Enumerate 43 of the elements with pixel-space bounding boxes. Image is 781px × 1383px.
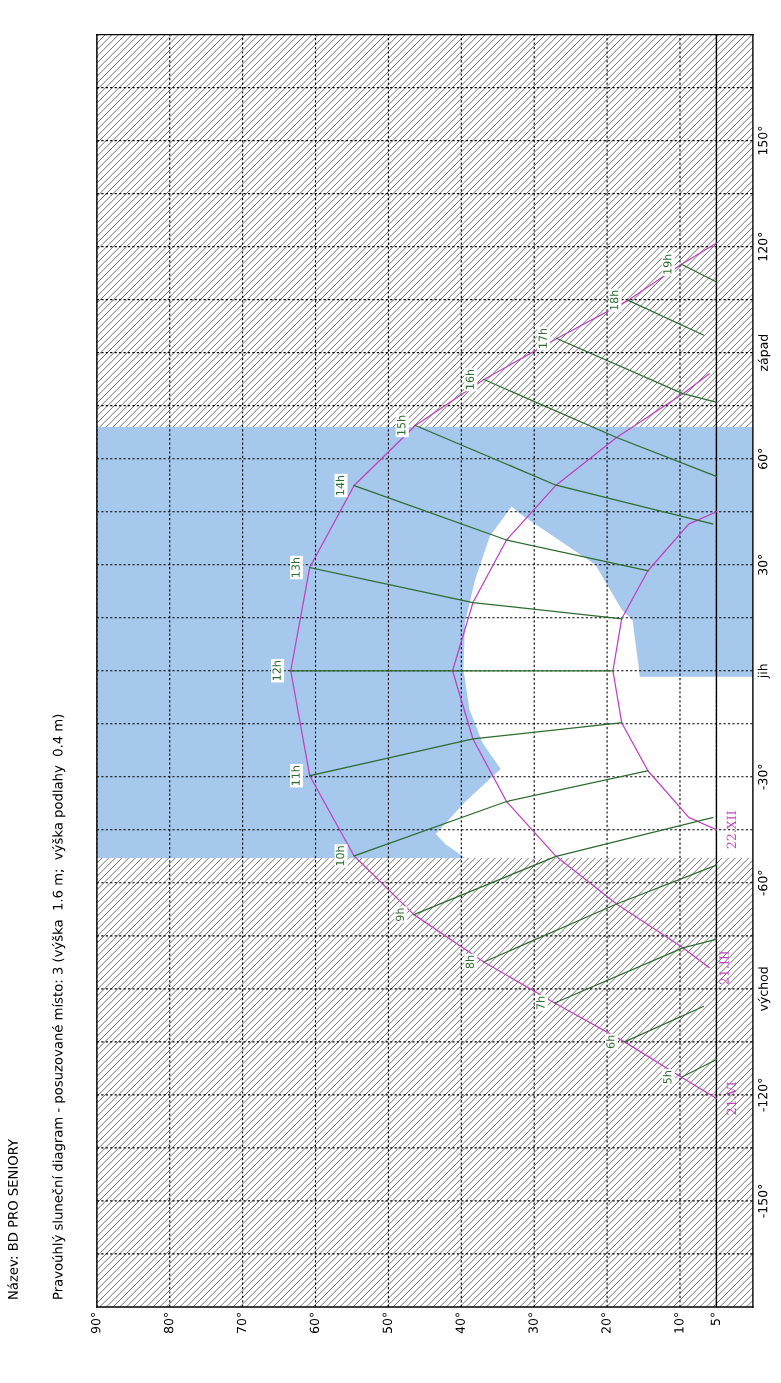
- text: 13h: [291, 557, 300, 577]
- text: 5h: [662, 1071, 672, 1084]
- y-tick-label: -30°: [757, 764, 768, 790]
- y-tick-label: -150°: [757, 1184, 768, 1218]
- text: 6h: [606, 1035, 615, 1049]
- y-tick-label: 30°: [757, 554, 768, 575]
- x-tick-label: 5°: [710, 1312, 721, 1326]
- y-tick-label: východ: [757, 967, 771, 1012]
- text: Název: BD PRO SENIORY: [7, 1138, 18, 1299]
- text: 7h: [536, 996, 545, 1010]
- text: 9h: [395, 908, 405, 921]
- x-tick-label: 30°: [528, 1312, 538, 1333]
- text: Pravoúhlý sluneční diagram - posuzované místo: 3 (výška 1.6 m; výška podlahy 0.4 m): [51, 714, 66, 1299]
- y-tick-label: -60°: [757, 870, 768, 896]
- text: 18h: [609, 290, 619, 310]
- y-tick-label: západ: [757, 334, 771, 371]
- text: 11h: [291, 766, 300, 786]
- x-tick-label: 80°: [163, 1312, 174, 1334]
- y-tick-label: jih: [757, 664, 770, 679]
- y-tick-label: -120°: [757, 1078, 768, 1112]
- y-tick-label: 60°: [757, 448, 768, 469]
- text: 21.III: [719, 950, 729, 985]
- x-tick-label: 10°: [674, 1312, 684, 1333]
- y-tick-label: 120°: [757, 232, 768, 261]
- text: 10h: [335, 846, 345, 866]
- line-series: [612, 511, 718, 831]
- text: 12h: [272, 661, 281, 681]
- x-tick-label: 70°: [236, 1312, 247, 1333]
- y-tick-label: 150°: [757, 126, 768, 155]
- x-tick-label: 90°: [91, 1312, 101, 1334]
- text: 8h: [465, 955, 475, 969]
- x-tick-label: 50°: [382, 1312, 393, 1333]
- x-tick-label: 60°: [309, 1312, 320, 1334]
- text: 14h: [335, 475, 345, 495]
- line-series: [290, 242, 718, 1100]
- text: 17h: [538, 328, 547, 348]
- text: 21.VI: [726, 1082, 737, 1115]
- x-tick-label: 40°: [455, 1312, 465, 1334]
- text: 15h: [396, 415, 406, 435]
- text: 16h: [465, 369, 475, 389]
- text: 22.XII: [726, 811, 737, 849]
- x-tick-label: 20°: [601, 1312, 611, 1334]
- text: 19h: [662, 254, 672, 274]
